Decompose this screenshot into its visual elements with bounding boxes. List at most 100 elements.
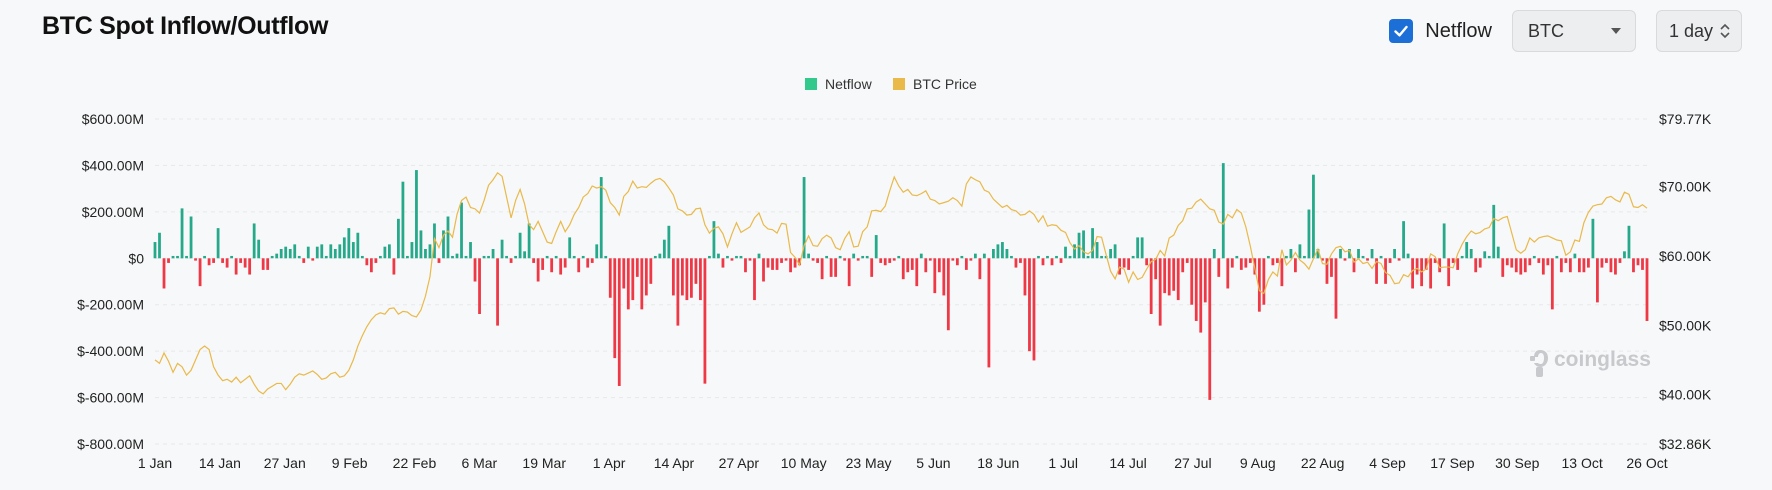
inflow-bar xyxy=(739,255,743,259)
inflow-bar xyxy=(1492,204,1496,259)
legend-price-label[interactable]: BTC Price xyxy=(913,76,977,92)
inflow-bar xyxy=(712,221,716,259)
inflow-bar xyxy=(1046,255,1049,259)
inflow-bar xyxy=(360,255,364,259)
outflow-bar xyxy=(685,258,689,301)
outflow-bar xyxy=(730,258,734,261)
inflow-bar xyxy=(1289,249,1293,259)
x-tick-label: 18 Jun xyxy=(977,455,1019,471)
inflow-bar xyxy=(505,255,508,259)
outflow-bar xyxy=(820,258,824,280)
x-tick-label: 10 May xyxy=(781,455,827,471)
outflow-bar xyxy=(1523,258,1527,273)
inflow-bar xyxy=(604,255,608,259)
inflow-bar xyxy=(383,246,387,259)
outflow-bar xyxy=(311,258,315,261)
outflow-bar xyxy=(243,258,247,268)
legend-netflow-label[interactable]: Netflow xyxy=(825,76,873,92)
outflow-bar xyxy=(1154,258,1158,280)
outflow-bar xyxy=(937,258,941,273)
outflow-bar xyxy=(1239,258,1243,270)
coin-select[interactable]: BTC xyxy=(1512,10,1636,52)
outflow-bar xyxy=(762,258,765,282)
outflow-bar xyxy=(847,258,851,287)
outflow-bar xyxy=(680,258,684,296)
inflow-bar xyxy=(518,232,522,259)
outflow-bar xyxy=(1505,258,1509,266)
outflow-bar xyxy=(694,258,698,284)
inflow-bar xyxy=(825,255,829,259)
x-tick-label: 26 Oct xyxy=(1626,455,1667,471)
outflow-bar xyxy=(1294,258,1297,273)
inflow-bar xyxy=(667,225,671,259)
outflow-bar xyxy=(775,258,779,270)
outflow-bar xyxy=(1641,258,1644,270)
outflow-bar xyxy=(1478,258,1482,268)
outflow-bar xyxy=(1568,258,1572,273)
outflow-bar xyxy=(690,258,693,298)
outflow-bar xyxy=(793,258,797,268)
outflow-bar xyxy=(1217,258,1221,277)
inflow-bar xyxy=(333,249,337,259)
inflow-bar xyxy=(897,255,901,259)
outflow-bar xyxy=(946,258,950,331)
inflow-bar xyxy=(351,242,355,259)
outflow-bar xyxy=(883,258,887,266)
outflow-bar xyxy=(1519,258,1523,275)
outflow-bar xyxy=(771,258,774,270)
outflow-bar xyxy=(1194,258,1198,321)
left-tick-label: $600.00M xyxy=(82,111,144,127)
outflow-bar xyxy=(1145,258,1149,266)
x-tick-label: 27 Jan xyxy=(264,455,306,471)
inflow-bar xyxy=(491,249,495,259)
outflow-bar xyxy=(302,258,306,263)
outflow-bar xyxy=(212,258,215,263)
inflow-bar xyxy=(802,177,806,259)
inflow-bar xyxy=(180,208,184,259)
inflow-bar xyxy=(1357,249,1360,259)
outflow-bar xyxy=(577,258,581,273)
inflow-bar xyxy=(482,255,486,259)
outflow-bar xyxy=(207,258,211,266)
outflow-bar xyxy=(933,258,937,294)
inflow-bar xyxy=(446,216,450,259)
x-tick-label: 23 May xyxy=(846,455,892,471)
x-tick-label: 14 Apr xyxy=(654,455,695,471)
outflow-bar xyxy=(239,258,243,263)
inflow-bar xyxy=(514,255,517,259)
outflow-bar xyxy=(198,258,202,287)
inflow-bar xyxy=(1113,244,1117,259)
netflow-toggle[interactable]: Netflow xyxy=(1389,19,1492,43)
inflow-bar xyxy=(1312,174,1315,259)
inflow-bar xyxy=(572,255,576,259)
inflow-bar xyxy=(270,255,274,259)
inflow-bar xyxy=(1496,246,1500,259)
outflow-bar xyxy=(780,258,783,263)
inflow-bar xyxy=(1379,255,1383,259)
inflow-bar xyxy=(1393,249,1396,259)
outflow-bar xyxy=(1041,258,1045,266)
checkbox-checked-icon[interactable] xyxy=(1389,19,1414,43)
x-tick-label: 22 Aug xyxy=(1301,455,1345,471)
outflow-bar xyxy=(541,258,545,270)
inflow-bar xyxy=(1623,251,1626,259)
outflow-bar xyxy=(789,258,792,273)
inflow-bar xyxy=(176,255,179,259)
inflow-bar xyxy=(1469,249,1473,259)
inflow-bar xyxy=(455,253,459,259)
inflow-bar xyxy=(469,242,472,259)
interval-select[interactable]: 1 day xyxy=(1656,10,1742,52)
outflow-bar xyxy=(1244,258,1248,268)
outflow-bar xyxy=(1185,258,1189,263)
netflow-bars xyxy=(153,163,1649,400)
outflow-bar xyxy=(1397,258,1401,261)
outflow-bar xyxy=(910,258,914,270)
inflow-bar xyxy=(1442,223,1446,259)
inflow-bar xyxy=(960,255,964,259)
right-tick-label: $79.77K xyxy=(1659,111,1712,127)
outflow-bar xyxy=(1257,258,1261,312)
outflow-bar xyxy=(1167,258,1171,296)
outflow-bar xyxy=(473,258,477,282)
left-tick-label: $-800.00M xyxy=(77,436,144,452)
inflow-bar xyxy=(284,246,288,259)
